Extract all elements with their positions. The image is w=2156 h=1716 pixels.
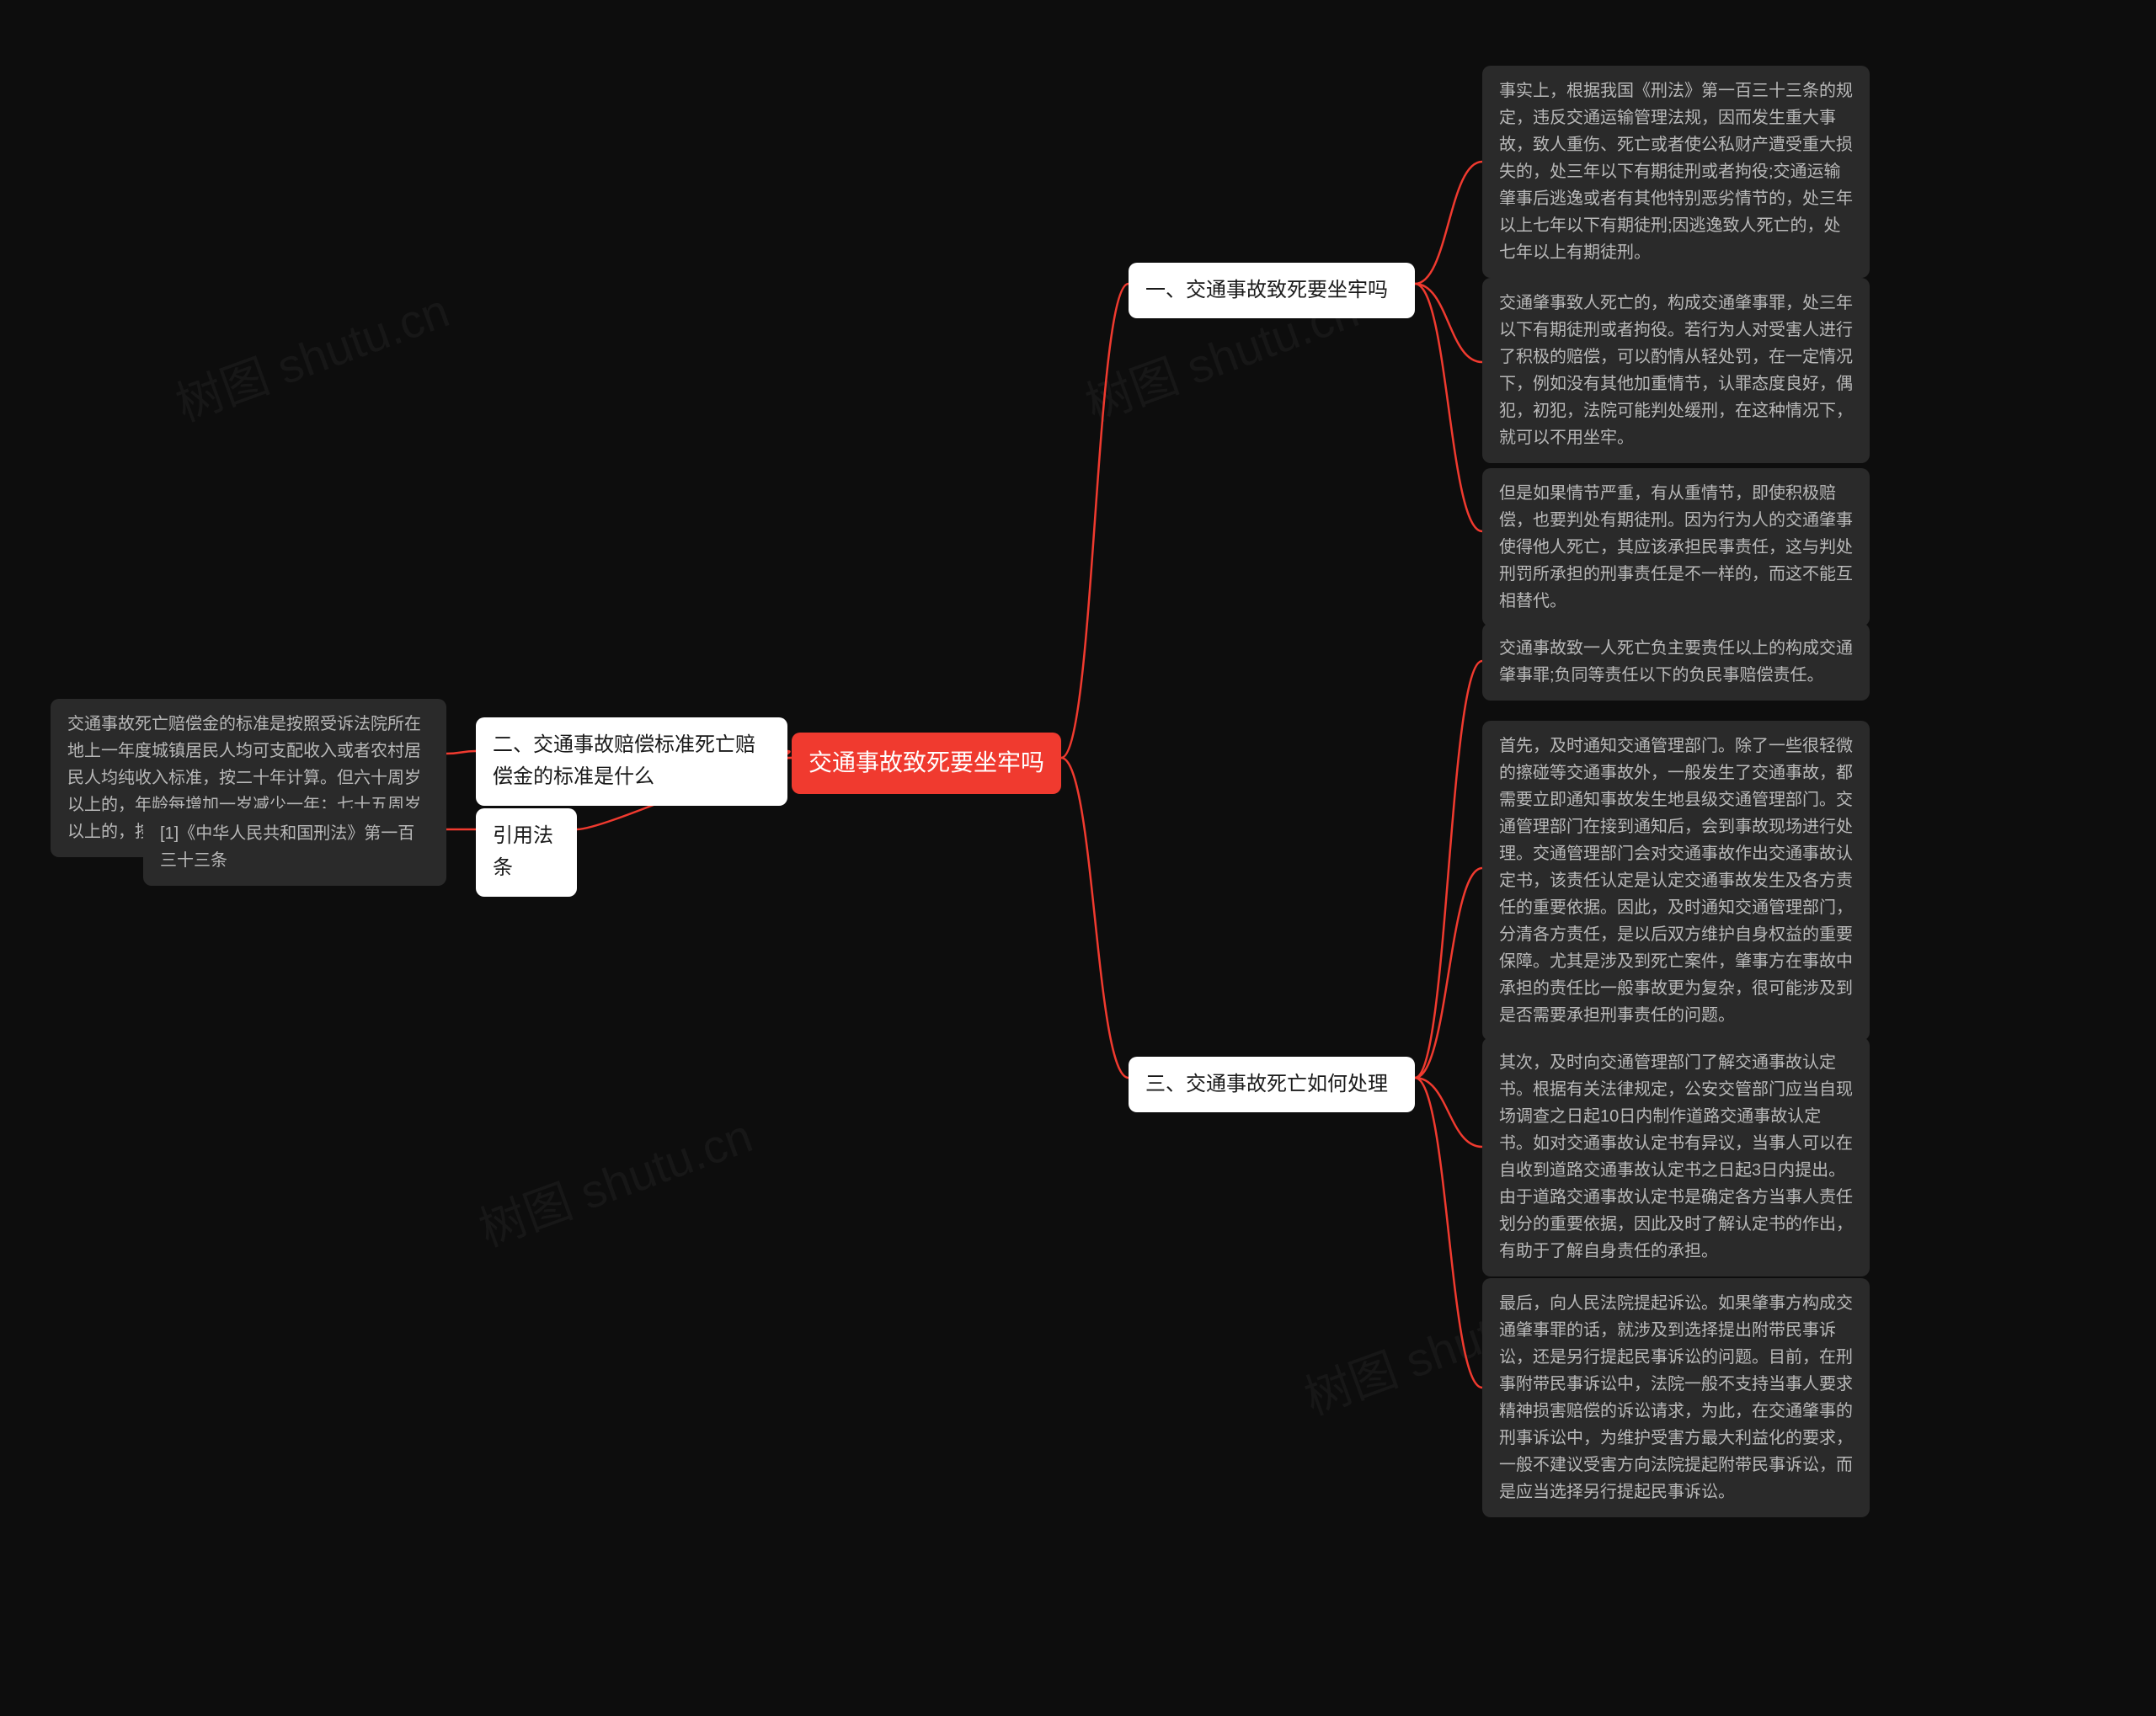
leaf-item[interactable]: 事实上，根据我国《刑法》第一百三十三条的规定，违反交通运输管理法规，因而发生重大… <box>1482 66 1870 278</box>
watermark: 树图 shutu.cn <box>165 273 457 434</box>
watermark: 树图 shutu.cn <box>468 1098 760 1260</box>
branch-item-2[interactable]: 二、交通事故赔偿标准死亡赔偿金的标准是什么 <box>476 717 787 806</box>
leaf-item[interactable]: 交通肇事致人死亡的，构成交通肇事罪，处三年以下有期徒刑或者拘役。若行为人对受害人… <box>1482 278 1870 463</box>
leaf-item[interactable]: 其次，及时向交通管理部门了解交通事故认定书。根据有关法律规定，公安交管部门应当自… <box>1482 1037 1870 1276</box>
leaf-item[interactable]: 最后，向人民法院提起诉讼。如果肇事方构成交通肇事罪的话，就涉及到选择提出附带民事… <box>1482 1278 1870 1517</box>
leaf-item[interactable]: 交通事故致一人死亡负主要责任以上的构成交通肇事罪;负同等责任以下的负民事赔偿责任… <box>1482 623 1870 701</box>
branch-item-4[interactable]: 三、交通事故死亡如何处理 <box>1129 1057 1415 1112</box>
mindmap-root[interactable]: 交通事故致死要坐牢吗 <box>792 733 1061 794</box>
branch-item-1[interactable]: 一、交通事故致死要坐牢吗 <box>1129 263 1415 318</box>
leaf-item[interactable]: 但是如果情节严重，有从重情节，即使积极赔偿，也要判处有期徒刑。因为行为人的交通肇… <box>1482 468 1870 626</box>
leaf-item[interactable]: 首先，及时通知交通管理部门。除了一些很轻微的擦碰等交通事故外，一般发生了交通事故… <box>1482 721 1870 1041</box>
leaf-item[interactable]: [1]《中华人民共和国刑法》第一百三十三条 <box>143 808 446 886</box>
branch-item-3[interactable]: 引用法条 <box>476 808 577 897</box>
